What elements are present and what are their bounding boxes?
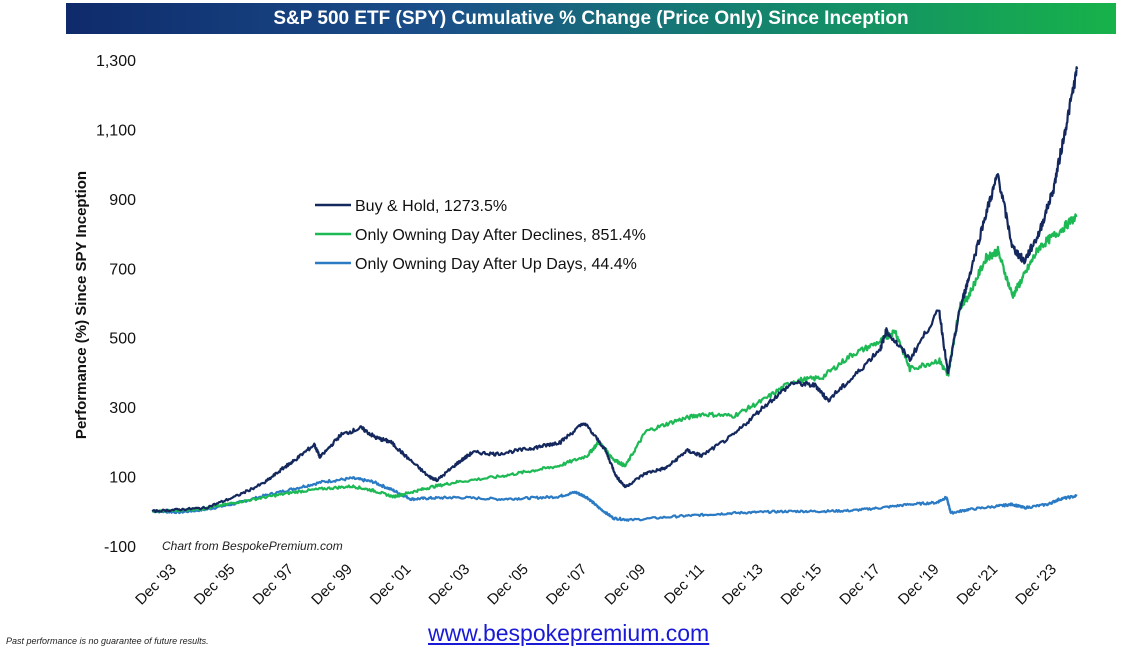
x-tick-label: Dec '93 (132, 561, 180, 609)
x-tick-label: Dec '95 (191, 561, 239, 609)
x-tick-label: Dec '09 (602, 561, 650, 609)
series-line-2 (151, 213, 1078, 513)
x-tick-label: Dec '13 (719, 561, 767, 609)
y-tick-label: 1,300 (96, 53, 136, 70)
x-tick-label: Dec '97 (250, 561, 298, 609)
chart-source-annotation: Chart from BespokePremium.com (162, 539, 343, 553)
x-tick-label: Dec '21 (954, 561, 1002, 609)
y-tick-label: 100 (109, 470, 136, 487)
legend-entry: Only Owning Day After Up Days, 44.4% (355, 256, 637, 273)
y-tick-label: 700 (109, 261, 136, 278)
chart-title: S&P 500 ETF (SPY) Cumulative % Change (P… (66, 3, 1116, 34)
series-lines (151, 66, 1079, 522)
legend-entry: Only Owning Day After Declines, 851.4% (355, 227, 646, 244)
y-axis: -100 100 300 500 700 900 1,100 1,300 (96, 53, 136, 556)
series-line-1 (151, 66, 1079, 514)
x-tick-label: Dec '17 (836, 561, 884, 609)
x-tick-label: Dec '19 (895, 561, 943, 609)
y-tick-label: 300 (109, 400, 136, 417)
legend-entry: Buy & Hold, 1273.5% (355, 198, 507, 215)
y-tick-label: -100 (104, 539, 136, 556)
x-tick-label: Dec '05 (484, 561, 532, 609)
y-tick-label: 500 (109, 331, 136, 348)
series-line-3 (152, 476, 1078, 522)
y-tick-label: 1,100 (96, 122, 136, 139)
website-link[interactable]: www.bespokepremium.com (428, 620, 710, 646)
disclaimer-text: Past performance is no guarantee of futu… (6, 636, 209, 646)
x-tick-label: Dec '11 (661, 561, 708, 608)
y-tick-label: 900 (109, 192, 136, 209)
x-tick-label: Dec '01 (367, 561, 415, 609)
x-axis: Dec '93 Dec '95 Dec '97 Dec '99 Dec '01 Dec '… (132, 561, 1060, 609)
x-tick-label: Dec '23 (1012, 561, 1060, 609)
x-tick-label: Dec '99 (308, 561, 356, 609)
y-axis-label: Performance (%) Since SPY Inception (73, 171, 90, 439)
x-tick-label: Dec '15 (778, 561, 826, 609)
legend: Buy & Hold, 1273.5% Only Owning Day After… (315, 198, 646, 273)
x-tick-label: Dec '03 (426, 561, 474, 609)
x-tick-label: Dec '07 (543, 561, 591, 609)
